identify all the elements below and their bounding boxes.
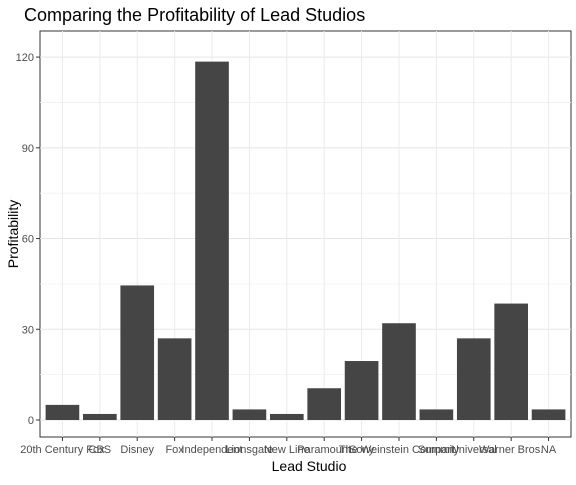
bar: [157, 338, 192, 420]
bar: [494, 303, 528, 420]
bar: [269, 413, 304, 420]
x-tick-label: Universal: [451, 444, 497, 456]
y-tick-label: 120: [16, 52, 34, 64]
chart-title: Comparing the Profitability of Lead Stud…: [24, 5, 365, 25]
plot-panel: [39, 30, 572, 438]
x-tick-label: New Line: [264, 444, 310, 456]
bar: [307, 388, 342, 420]
x-tick-label: Disney: [120, 444, 154, 456]
y-tick-label: 90: [22, 143, 34, 155]
bar: [232, 409, 267, 420]
x-tick-label: Lionsgate: [226, 444, 274, 456]
bar: [456, 338, 491, 420]
y-tick-label: 30: [22, 324, 34, 336]
x-tick-label: Fox: [165, 444, 184, 456]
bar: [419, 409, 454, 420]
bars: [45, 61, 566, 421]
y-tick-label: 60: [22, 234, 34, 246]
y-tick-label: 0: [28, 415, 34, 427]
bar: [45, 404, 80, 420]
bar: [344, 361, 379, 420]
x-tick-label: 20th Century Fox: [20, 444, 105, 456]
y-axis-title: Profitability: [5, 200, 21, 268]
x-tick-label: Sony: [349, 444, 375, 456]
x-tick-label: Paramount: [297, 444, 351, 456]
bar: [195, 61, 229, 421]
x-tick-label: Independent: [181, 444, 242, 456]
x-tick-label: Summit: [418, 444, 455, 456]
x-tick-label: Warner Bros.: [479, 444, 543, 456]
bar: [531, 409, 566, 420]
x-tick-label: The Weinstein Company: [339, 444, 460, 456]
bar: [382, 323, 416, 420]
bar: [120, 285, 155, 420]
x-tick-label: NA: [541, 444, 557, 456]
y-axis-ticks: 0 30 60 90 120: [16, 52, 40, 427]
x-axis-title: Lead Studio: [272, 458, 347, 474]
x-tick-label: CBS: [89, 444, 112, 456]
bar: [83, 413, 117, 420]
